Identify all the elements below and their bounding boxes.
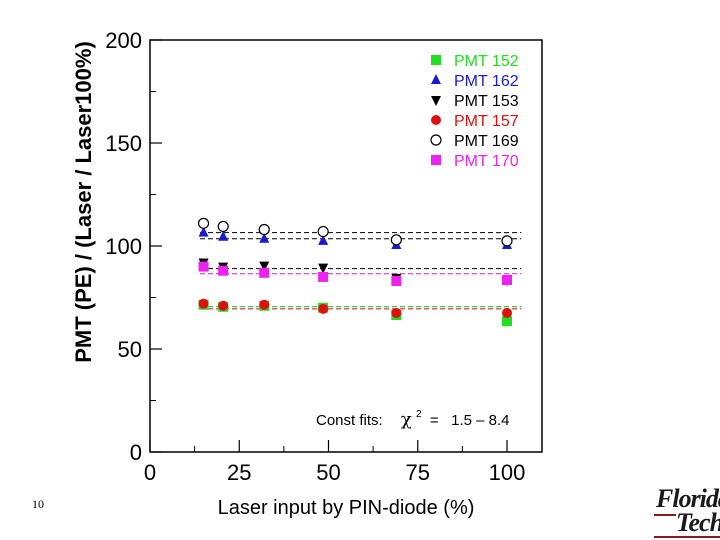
y-axis-label: PMT (PE) / (Laser / Laser100%): [71, 41, 96, 363]
florida-tech-logo: Florida Tech: [654, 484, 720, 540]
chi-superscript: 2: [416, 409, 422, 420]
page-number: 10: [32, 497, 44, 511]
logo-text-line2: Tech: [676, 508, 720, 537]
pmt-162-point: [259, 232, 270, 243]
legend-label-pmt-157: PMT 157: [454, 113, 519, 130]
pmt-162-point: [198, 226, 209, 237]
y-tick-label: 200: [105, 28, 142, 53]
pmt-170-point: [218, 265, 229, 276]
pmt-170-point: [259, 267, 270, 278]
fit-annotation-range: = 1.5 – 8.4: [426, 412, 510, 429]
legend: PMT 152 PMT 162 PMT 153 PMT 157 PMT 169 PMT 1…: [430, 53, 519, 170]
pmt-169-point: [390, 234, 402, 246]
y-tick-label: 50: [118, 337, 142, 362]
pmt-169-point: [197, 217, 210, 229]
legend-label-pmt-152: PMT 152: [454, 53, 519, 70]
pmt-153-point: [318, 263, 329, 274]
fit-lines-group: [199, 232, 522, 310]
pmt-170-point: [502, 274, 512, 285]
pmt-162-point: [218, 230, 229, 241]
legend-label-pmt-170: PMT 170: [454, 153, 519, 170]
pmt-170-point: [318, 271, 329, 282]
pmt-157-point: [218, 300, 229, 311]
pmt-162-point: [318, 234, 329, 245]
pmt-157-point: [198, 298, 209, 309]
chi-symbol: χ: [401, 409, 412, 430]
pmt-169-point: [258, 223, 270, 236]
y-tick-label: 150: [105, 131, 142, 156]
logo-accent-bar: [654, 514, 676, 516]
pmt-169-point: [217, 220, 229, 233]
legend-marker-pmt-152: [431, 55, 441, 65]
legend-label-pmt-169: PMT 169: [454, 133, 519, 150]
legend-marker-pmt-153: [431, 96, 441, 106]
pmt-169-point: [317, 225, 329, 238]
logo-text-line1: Florida: [656, 484, 720, 513]
y-tick-label: 0: [130, 440, 142, 465]
x-tick-label: 50: [316, 460, 340, 485]
legend-label-pmt-162: PMT 162: [454, 73, 519, 90]
legend-marker-pmt-162: [431, 74, 441, 84]
x-tick-label: 0: [144, 460, 156, 485]
logo-underline-bar: [654, 536, 720, 538]
x-tick-label: 100: [489, 460, 526, 485]
pmt-170-point: [198, 261, 209, 272]
fit-annotation-prefix: Const fits:: [316, 412, 383, 429]
axis-ticks-group: 0 50 100 150 200 0 25 50 75 100: [105, 28, 525, 485]
data-points-group: [197, 217, 513, 327]
pmt-157-point: [318, 303, 329, 314]
x-tick-label: 25: [227, 460, 251, 485]
x-tick-label: 75: [406, 460, 430, 485]
pmt-169-point: [501, 235, 513, 247]
pmt-157-point: [502, 307, 512, 318]
pmt-152-point: [502, 316, 512, 327]
fit-annotation: Const fits: χ 2 = 1.5 – 8.4: [316, 404, 510, 430]
legend-marker-pmt-170: [431, 155, 441, 165]
legend-marker-pmt-169: [430, 134, 442, 146]
legend-label-pmt-153: PMT 153: [454, 93, 519, 110]
legend-marker-pmt-157: [431, 115, 441, 125]
x-axis-label: Laser input by PIN-diode (%): [218, 497, 475, 519]
pmt-170-point: [391, 276, 402, 287]
pmt-157-point: [259, 299, 270, 310]
pmt-153-point: [259, 261, 270, 272]
pmt-157-point: [391, 307, 402, 318]
y-tick-label: 100: [105, 234, 142, 259]
